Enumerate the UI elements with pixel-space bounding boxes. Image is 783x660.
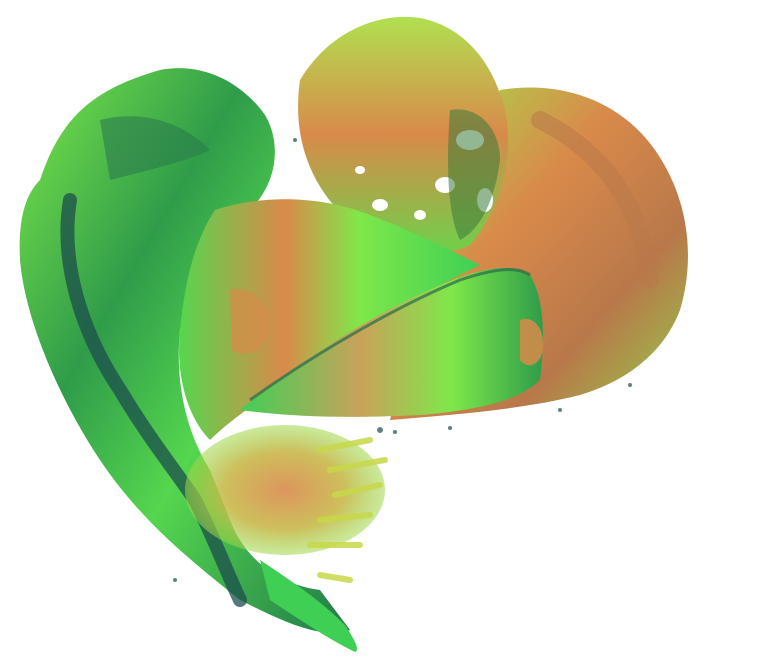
edge-speckles xyxy=(173,138,632,582)
front-ridge-crest xyxy=(249,268,531,402)
middle-fold-surface xyxy=(179,199,480,440)
middle-fold-orange-band xyxy=(230,289,270,354)
front-ridge-orange-notch xyxy=(520,319,544,366)
lower-fragment-strands xyxy=(307,437,388,583)
lower-fragment-patch xyxy=(185,425,385,555)
right-lobe-ridge xyxy=(531,111,659,289)
top-lobe-dark-patch xyxy=(448,109,500,241)
left-lobe-shadow-band xyxy=(100,116,210,180)
left-lobe-surface xyxy=(19,68,350,633)
bottom-tail xyxy=(260,560,357,652)
left-lobe-crease xyxy=(60,193,247,607)
front-ridge-surface xyxy=(240,267,543,417)
